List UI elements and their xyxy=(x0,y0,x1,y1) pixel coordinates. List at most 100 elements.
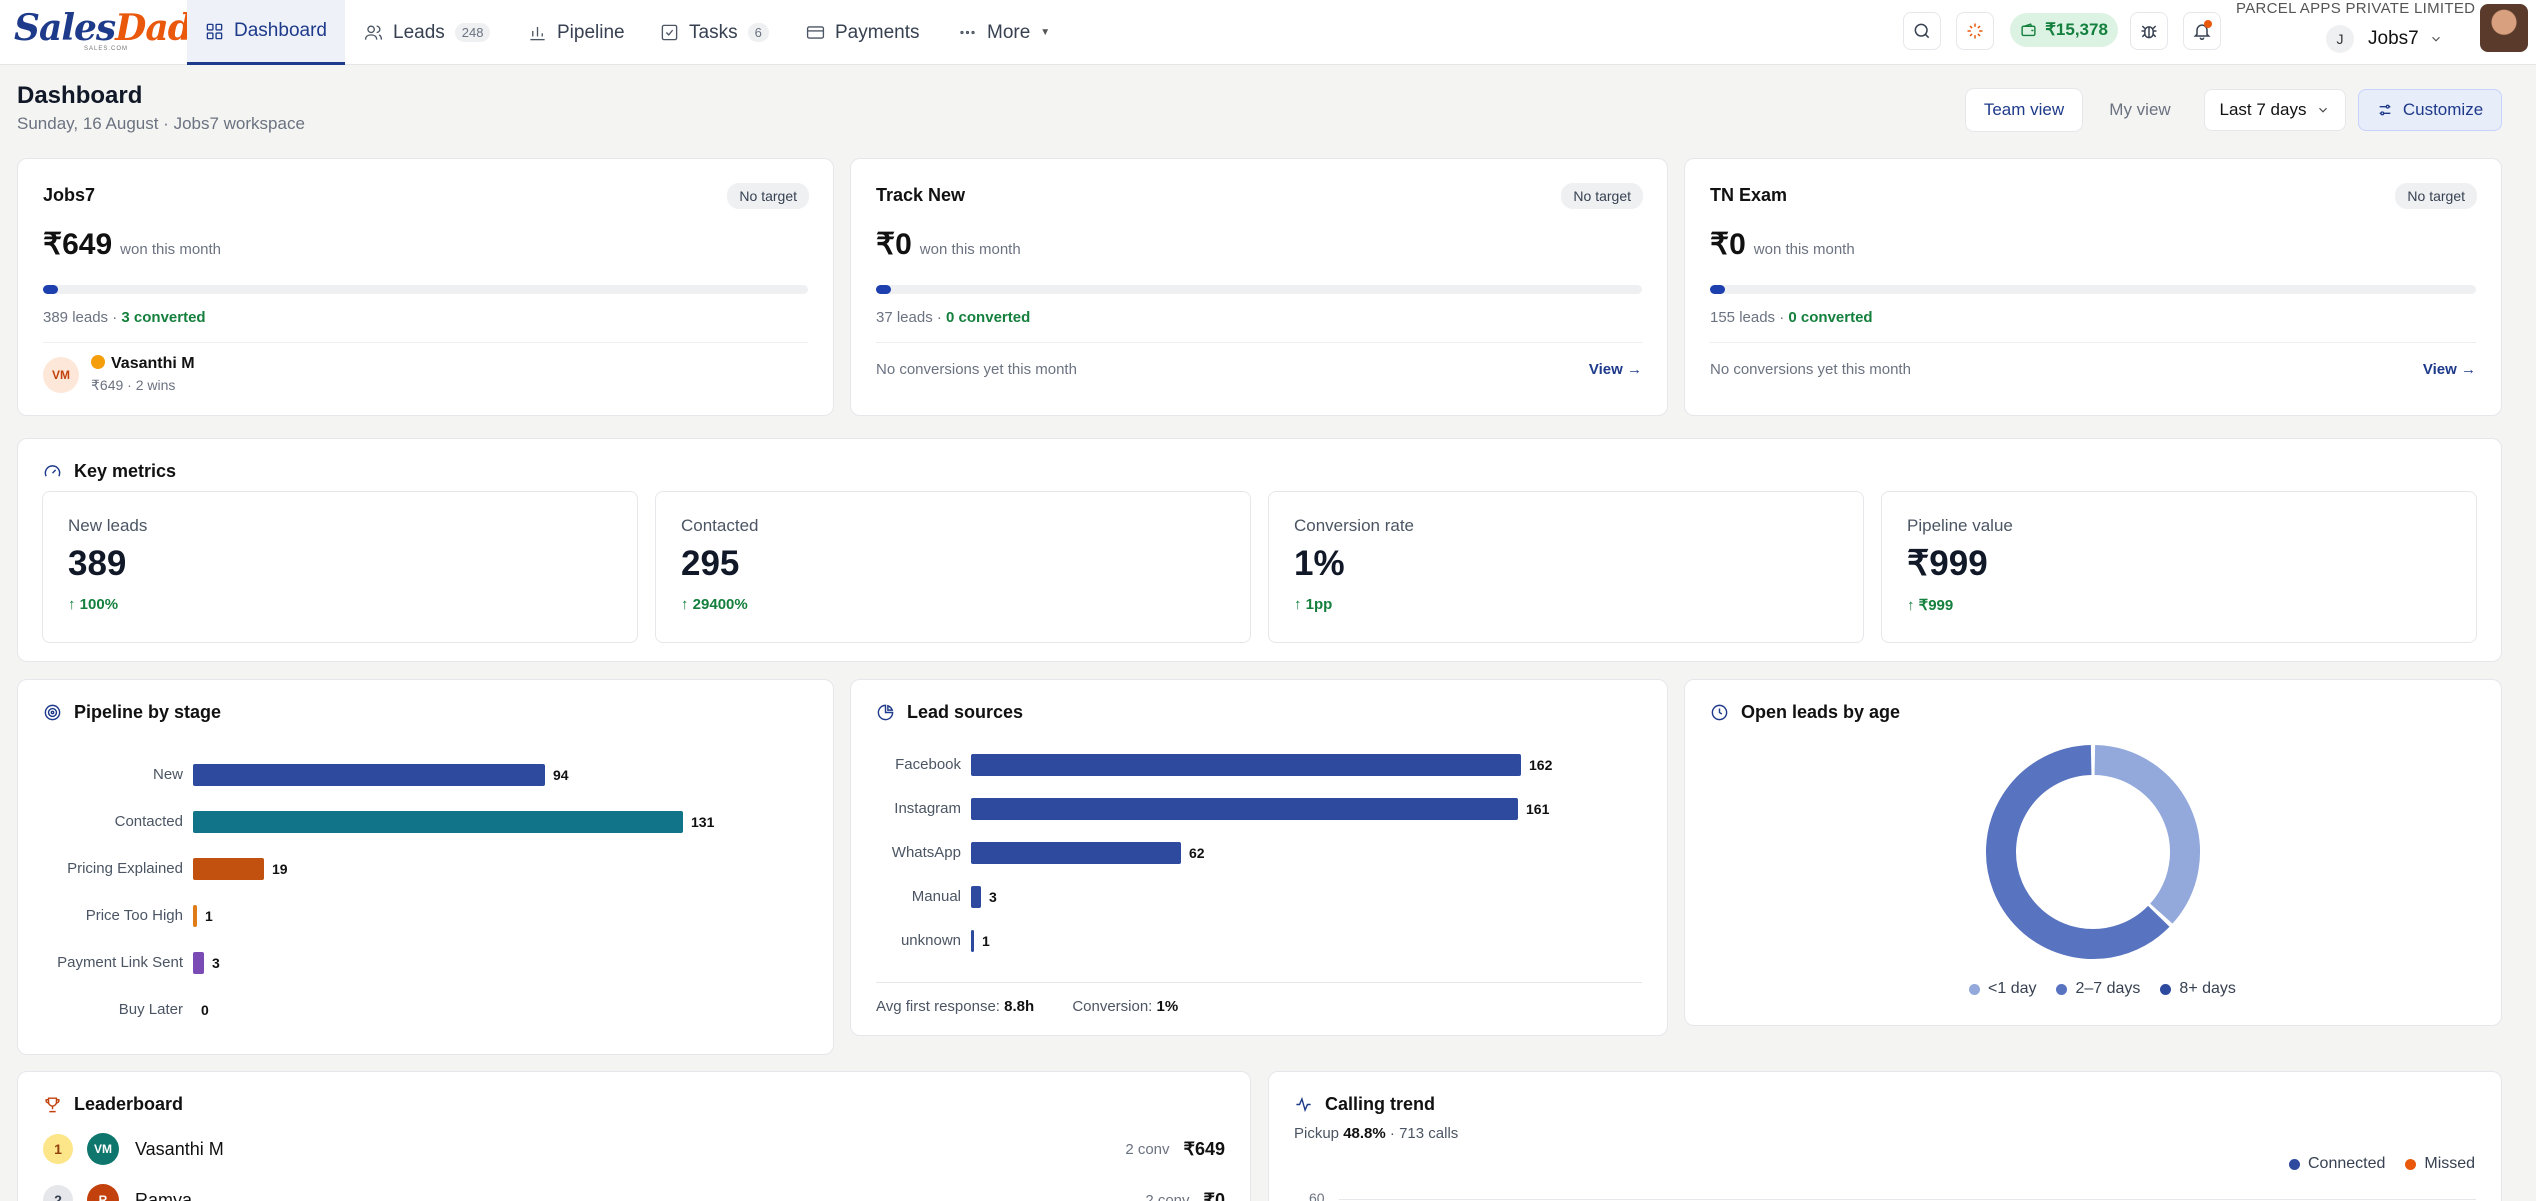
bar[interactable] xyxy=(971,754,1521,776)
leaderboard-title: Leaderboard xyxy=(43,1094,183,1115)
bar[interactable] xyxy=(193,811,683,833)
search-icon xyxy=(1914,23,1930,39)
tab-tasks[interactable]: Tasks 6 xyxy=(660,0,769,65)
bar[interactable] xyxy=(193,764,545,786)
avatar: VM xyxy=(87,1133,119,1165)
customize-label: Customize xyxy=(2402,100,2484,119)
lead-sources-panel: Lead sources Avg first response: 8.8h Co… xyxy=(850,679,1668,1036)
legend-item[interactable]: 2–7 days xyxy=(2056,980,2140,998)
tasks-count-badge: 6 xyxy=(747,23,769,42)
converted-count: 0 converted xyxy=(946,309,1031,326)
wallet-amount: ₹15,378 xyxy=(2045,20,2108,39)
metric-conversion-rate[interactable]: Conversion rate 1% ↑ 1pp xyxy=(1268,491,1864,643)
tab-leads[interactable]: Leads 248 xyxy=(364,0,491,65)
bar[interactable] xyxy=(193,905,197,927)
pie-chart-icon xyxy=(877,704,894,721)
workspace-switcher[interactable]: J Jobs7 xyxy=(2326,22,2450,56)
leaderboard-row[interactable]: 2 R Ramya 2 conv ₹0 xyxy=(43,1178,1225,1201)
won-amount-caption: won this month xyxy=(919,241,1021,258)
search-button[interactable] xyxy=(1903,12,1941,50)
metric-pipeline-value[interactable]: Pipeline value ₹999 ↑ ₹999 xyxy=(1881,491,2477,643)
legend-dot xyxy=(1969,983,1980,995)
legend-label: Missed xyxy=(2424,1155,2476,1172)
tab-dashboard[interactable]: Dashboard xyxy=(187,0,345,65)
top-performer[interactable]: VM Vasanthi M ₹649 · 2 wins xyxy=(43,355,195,394)
leaderboard-title-text: Leaderboard xyxy=(74,1094,184,1114)
wallet-balance[interactable]: ₹15,378 xyxy=(2010,13,2118,47)
bar-category-label: Manual xyxy=(911,888,961,905)
bar[interactable] xyxy=(193,858,264,880)
top-performer-name: Vasanthi M xyxy=(91,355,195,373)
workspace-card-title: Track New xyxy=(876,185,966,205)
bar[interactable] xyxy=(193,952,204,974)
team-view-button[interactable]: Team view xyxy=(1966,89,2082,131)
metric-delta: ↑ 1pp xyxy=(1294,596,1333,613)
bug-report-button[interactable] xyxy=(2130,12,2168,50)
view-link[interactable]: View → xyxy=(1588,361,1642,378)
top-performer-name-text: Vasanthi M xyxy=(111,355,195,372)
date-range-select[interactable]: Last 7 days xyxy=(2204,89,2346,131)
bar-value-label: 94 xyxy=(553,767,569,783)
leaderboard-amount: ₹0 xyxy=(1203,1189,1225,1201)
bar[interactable] xyxy=(971,842,1181,864)
bar-category-label: Facebook xyxy=(895,756,961,773)
brand-logo[interactable]: SalesDaddy SALES.COM xyxy=(14,8,237,52)
medal-icon xyxy=(91,355,105,369)
bar-category-label: Pricing Explained xyxy=(67,860,183,877)
customize-button[interactable]: Customize xyxy=(2358,89,2502,131)
legend-item-connected[interactable]: Connected xyxy=(2289,1155,2385,1173)
key-metrics-title-text: Key metrics xyxy=(74,461,177,481)
pickup-summary: Pickup 48.8% · 713 calls xyxy=(1294,1125,1458,1142)
legend-item[interactable]: <1 day xyxy=(1969,980,2036,998)
tab-pipeline[interactable]: Pipeline xyxy=(528,0,625,65)
chevron-down-icon xyxy=(2319,107,2328,113)
rank-badge: 1 xyxy=(43,1134,73,1164)
converted-count: 3 converted xyxy=(121,309,206,326)
workspace-card-tn-exam: TN Exam No target ₹0 won this month 155 l… xyxy=(1684,158,2502,416)
bar[interactable] xyxy=(971,930,974,952)
bar-value-label: 1 xyxy=(982,933,990,949)
bar[interactable] xyxy=(971,798,1518,820)
workspace-card-track-new: Track New No target ₹0 won this month 37 … xyxy=(850,158,1668,416)
bar-category-label: New xyxy=(152,766,183,783)
leads-count: 155 leads · xyxy=(1710,309,1789,326)
metric-new-leads[interactable]: New leads 389 ↑ 100% xyxy=(42,491,638,643)
workspace-initial: J xyxy=(2326,25,2354,53)
legend-item-missed[interactable]: Missed xyxy=(2405,1155,2475,1173)
donut-slice[interactable] xyxy=(2094,745,2200,924)
metric-value: 389 xyxy=(68,544,127,583)
my-view-button[interactable]: My view xyxy=(2109,100,2171,119)
view-link[interactable]: View → xyxy=(2422,361,2476,378)
tab-payments[interactable]: Payments xyxy=(806,0,919,65)
donut-legend: <1 day 2–7 days 8+ days xyxy=(1969,980,2256,998)
leads-summary: 155 leads · 0 converted xyxy=(1710,309,1873,326)
legend-item[interactable]: 8+ days xyxy=(2160,980,2236,998)
card-icon xyxy=(806,26,825,39)
metric-label: Contacted xyxy=(681,516,759,535)
tab-more-label: More xyxy=(987,21,1031,43)
users-icon xyxy=(364,25,383,40)
metric-contacted[interactable]: Contacted 295 ↑ 29400% xyxy=(655,491,1251,643)
bar-category-label: Price Too High xyxy=(85,907,183,924)
wallet-icon xyxy=(2021,22,2036,36)
view-toggle: Team view My view xyxy=(1966,89,2198,131)
call-count: · 713 calls xyxy=(1385,1125,1459,1142)
tab-more[interactable]: More ▼ xyxy=(958,0,1050,65)
user-avatar[interactable] xyxy=(2480,4,2528,52)
bar-category-label: unknown xyxy=(900,932,961,949)
ai-button[interactable] xyxy=(1956,12,1994,50)
metric-delta: ↑ ₹999 xyxy=(1907,597,1954,614)
bug-icon xyxy=(2141,25,2157,39)
bar[interactable] xyxy=(971,886,981,908)
grid-icon xyxy=(206,23,223,39)
activity-icon xyxy=(1296,1096,1311,1113)
bar-value-label: 62 xyxy=(1189,845,1205,861)
top-performer-stats: ₹649 · 2 wins xyxy=(91,377,176,393)
leaderboard-row[interactable]: 1 VM Vasanthi M 2 conv ₹649 xyxy=(43,1127,1225,1171)
donut-slice[interactable] xyxy=(1986,745,2170,959)
avatar: VM xyxy=(43,356,79,393)
top-nav: SalesDaddy SALES.COM Dashboard Leads 248… xyxy=(0,0,2536,65)
notifications-button[interactable] xyxy=(2183,12,2221,50)
legend-dot xyxy=(2056,983,2068,995)
progress-fill xyxy=(876,285,892,294)
